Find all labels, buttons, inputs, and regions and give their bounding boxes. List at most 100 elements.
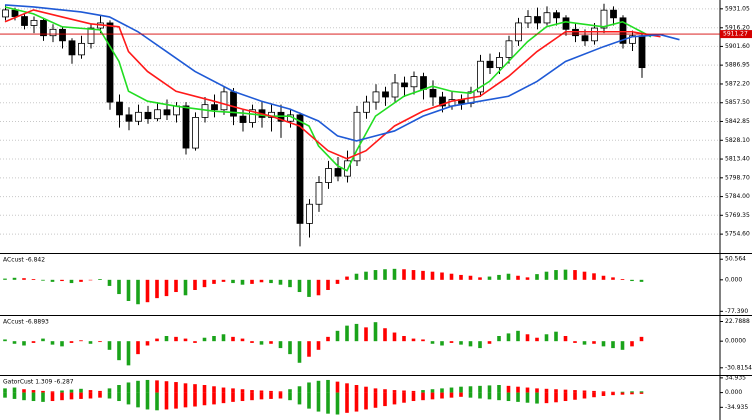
histogram-bar <box>269 392 273 399</box>
candle-body <box>581 35 589 42</box>
candle-body <box>220 91 228 111</box>
candle-body <box>296 114 304 224</box>
histogram-bar <box>288 279 292 288</box>
y-tick-label: 34.935 <box>725 374 746 381</box>
histogram-bar <box>259 392 264 400</box>
histogram-bar <box>573 390 577 393</box>
histogram-bar <box>164 392 169 410</box>
candle-body <box>135 111 142 122</box>
y-tick-label: 5901.60 <box>725 43 750 50</box>
histogram-bar <box>326 379 330 393</box>
histogram-bar <box>202 385 207 393</box>
y-tick-label: 5931.05 <box>725 5 750 12</box>
histogram-bar <box>145 379 150 393</box>
histogram-bar <box>79 279 83 282</box>
histogram-bar <box>639 336 644 342</box>
histogram-bar <box>231 392 235 402</box>
histogram-bar <box>155 380 159 393</box>
histogram-bar <box>573 270 577 280</box>
histogram-bar <box>269 390 273 393</box>
histogram-bar <box>202 392 207 406</box>
histogram-bar <box>592 390 596 393</box>
y-tick-label: 0.000 <box>725 389 742 396</box>
histogram-bar <box>183 392 188 408</box>
histogram-bar <box>164 279 169 297</box>
histogram-bar <box>326 392 330 414</box>
histogram-bar <box>525 277 530 280</box>
candle-body <box>11 9 19 17</box>
histogram-bar <box>402 392 406 403</box>
histogram-bar <box>535 274 539 280</box>
histogram-bar <box>411 390 416 393</box>
histogram-bar <box>525 392 530 403</box>
histogram-bar <box>221 392 226 404</box>
histogram-bar <box>373 322 378 342</box>
histogram-bar <box>525 387 530 393</box>
y-tick-label: 5798.70 <box>725 174 750 181</box>
histogram-bar <box>421 392 425 401</box>
candle-body <box>610 9 617 19</box>
histogram-bar <box>12 387 17 393</box>
histogram-bar <box>278 279 283 285</box>
histogram-bar <box>468 386 473 393</box>
histogram-bar <box>354 392 359 412</box>
y-tick-label: -77.390 <box>725 308 748 315</box>
histogram-bar <box>136 380 140 393</box>
histogram-bar <box>535 388 539 393</box>
y-tick-label: 5916.20 <box>725 24 750 31</box>
histogram-bar <box>392 268 397 280</box>
candle-body <box>534 16 541 24</box>
histogram-bar <box>98 279 102 280</box>
histogram-bar <box>516 386 520 393</box>
histogram-bar <box>582 271 587 280</box>
histogram-bar <box>316 392 321 412</box>
histogram-bar <box>468 275 473 280</box>
candle-body <box>239 115 247 123</box>
histogram-bar <box>221 334 226 342</box>
histogram-bar <box>193 384 197 393</box>
histogram-bar <box>364 392 368 410</box>
histogram-bar <box>487 392 492 400</box>
candle-body <box>325 168 332 183</box>
histogram-bar <box>582 392 587 399</box>
histogram-bar <box>3 339 7 342</box>
histogram-bar <box>250 390 254 393</box>
histogram-bar <box>620 392 625 395</box>
histogram-bar <box>411 338 416 342</box>
candle-body <box>410 76 418 88</box>
histogram-bar <box>193 279 197 290</box>
y-tick-label: 5754.60 <box>725 231 750 238</box>
histogram-bar <box>174 336 178 342</box>
histogram-bar <box>345 276 349 280</box>
histogram-bar <box>421 390 425 393</box>
candle-body <box>562 17 570 30</box>
histogram-bar <box>221 279 226 282</box>
histogram-bar <box>193 341 197 343</box>
histogram-bar <box>126 392 131 405</box>
y-tick-label: 5842.85 <box>725 118 750 125</box>
histogram-bar <box>69 279 74 284</box>
histogram-bar <box>478 341 482 349</box>
histogram-bar <box>364 386 368 393</box>
histogram-bar <box>383 269 387 280</box>
histogram-bar <box>506 385 511 393</box>
histogram-bar <box>12 392 17 399</box>
histogram-bar <box>601 392 606 396</box>
candle-body <box>125 114 133 122</box>
histogram-bar <box>231 388 235 393</box>
candle-body <box>2 9 9 18</box>
histogram-bar <box>573 392 577 400</box>
candle-body <box>486 60 494 69</box>
histogram-bar <box>31 390 36 393</box>
histogram-bar <box>231 336 235 342</box>
histogram-bar <box>174 382 178 393</box>
candle-body <box>78 42 85 56</box>
candle-body <box>496 57 503 69</box>
histogram-bar <box>3 388 7 393</box>
histogram-bar <box>335 392 340 415</box>
candle-body <box>211 104 218 111</box>
candle-body <box>619 17 627 44</box>
candle-body <box>163 109 171 116</box>
candle-body <box>600 9 608 29</box>
